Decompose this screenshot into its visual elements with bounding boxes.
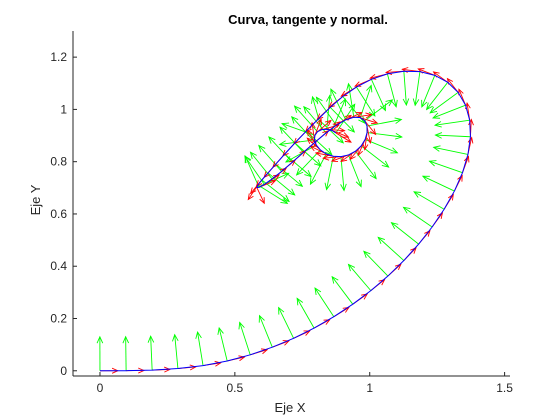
normal-arrow: [429, 92, 459, 114]
normal-arrow: [295, 149, 321, 176]
x-tick-label: 0.5: [227, 381, 244, 395]
normal-arrow: [267, 172, 296, 196]
normal-arrow: [421, 75, 436, 108]
tangent-arrow: [360, 117, 379, 125]
normal-arrow: [303, 105, 327, 134]
normal-arrow: [377, 236, 405, 261]
x-tick-label: 1.5: [496, 381, 513, 395]
normal-arrow: [258, 314, 273, 348]
normal-arrow: [217, 326, 228, 362]
tangent-arrow: [366, 125, 373, 145]
normal-arrow: [348, 154, 362, 188]
y-tick-label: 0.2: [50, 312, 67, 326]
normal-arrow: [275, 163, 304, 188]
normal-arrow: [147, 335, 155, 371]
normal-arrow: [433, 119, 470, 128]
tangent-arrow: [317, 119, 332, 133]
y-tick-label: 1: [60, 102, 67, 116]
chart-title: Curva, tangente y normal.: [228, 12, 388, 27]
normal-arrow: [294, 142, 322, 167]
normal-arrow: [244, 155, 265, 185]
y-tick-label: 0: [60, 364, 67, 378]
normal-arrow: [278, 306, 295, 339]
normal-arrow: [432, 145, 469, 155]
normal-arrow: [317, 118, 345, 144]
y-axis-ticks: 0 0.2 0.4 0.6 0.8 1 1.2: [50, 50, 77, 378]
x-tick-label: 1: [366, 381, 373, 395]
tangent-arrow: [314, 118, 322, 136]
normal-arrow: [296, 297, 315, 329]
normal-arrow: [360, 145, 390, 168]
normal-arrow: [390, 221, 419, 245]
y-tick-label: 1.2: [50, 50, 67, 64]
normal-arrow: [195, 330, 204, 366]
y-tick-label: 0.6: [50, 207, 67, 221]
normal-arrow: [366, 117, 403, 127]
x-axis-ticks: 0 0.5 1 1.5: [97, 372, 513, 395]
tangent-arrow: [247, 184, 259, 201]
normal-arrow: [428, 160, 463, 174]
normal-arrow: [258, 144, 282, 172]
tangent-arrow: [335, 132, 352, 143]
normal-arrow: [257, 184, 289, 205]
y-axis-label: Eje Y: [28, 184, 43, 215]
plot-area: [73, 31, 510, 376]
normal-arrow: [413, 191, 445, 210]
normal-arrow: [364, 99, 394, 122]
normal-arrow: [311, 95, 323, 130]
normal-arrow: [249, 151, 273, 180]
normal-arrow: [290, 115, 316, 143]
normal-arrow: [386, 73, 398, 108]
normal-arrow: [347, 263, 372, 291]
tangent-arrow: [256, 187, 265, 205]
normal-arrow: [331, 98, 346, 131]
normal-arrow: [238, 321, 251, 355]
normal-arrow: [309, 153, 327, 186]
normal-arrow: [340, 156, 347, 192]
normal-arrow: [329, 107, 356, 133]
normal-arrow: [122, 335, 130, 371]
x-tick-label: 0: [97, 381, 104, 395]
normal-arrow: [402, 206, 433, 228]
normal-arrow: [363, 250, 389, 277]
normal-arrow: [314, 287, 335, 317]
y-tick-label: 0.8: [50, 155, 67, 169]
normal-arrow: [96, 335, 104, 371]
normal-arrow: [355, 150, 377, 180]
normal-vectors: [96, 71, 471, 371]
normal-arrow: [421, 175, 455, 192]
curve-line: [99, 70, 471, 372]
normal-arrow: [432, 104, 466, 119]
normal-arrow: [324, 156, 334, 191]
normal-arrow: [279, 126, 304, 153]
normal-arrow: [346, 82, 355, 118]
tangent-arrow: [364, 120, 377, 136]
normal-arrow: [293, 105, 318, 133]
normal-arrow: [425, 82, 449, 111]
normal-arrow: [330, 88, 347, 121]
x-axis-label: Eje X: [274, 400, 305, 415]
normal-arrow: [412, 71, 421, 107]
normal-arrow: [331, 275, 354, 305]
tangent-arrow: [353, 112, 373, 119]
normal-arrow: [172, 333, 179, 369]
normal-arrow: [434, 132, 471, 139]
y-tick-label: 0.4: [50, 259, 67, 273]
normal-arrow: [402, 71, 410, 107]
